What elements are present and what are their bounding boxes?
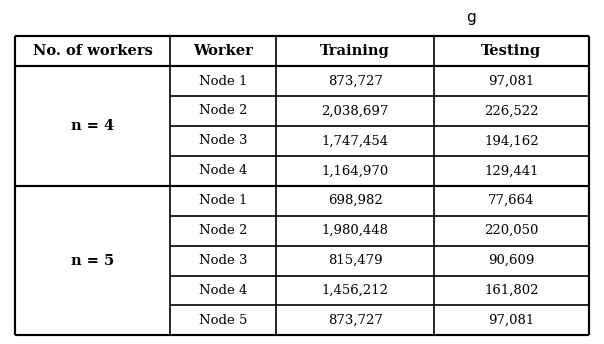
Text: Node 1: Node 1 (199, 194, 247, 207)
Text: 1,456,212: 1,456,212 (321, 284, 388, 297)
Text: Node 3: Node 3 (199, 135, 248, 147)
Text: 220,050: 220,050 (484, 224, 539, 237)
Text: 90,609: 90,609 (488, 254, 535, 267)
Text: Node 2: Node 2 (199, 224, 247, 237)
Text: 873,727: 873,727 (327, 314, 382, 327)
Text: Worker: Worker (193, 44, 253, 58)
Text: n = 5: n = 5 (71, 254, 114, 268)
Text: 873,727: 873,727 (327, 75, 382, 87)
Text: Node 4: Node 4 (199, 164, 247, 177)
Text: Node 3: Node 3 (199, 254, 248, 267)
Text: 97,081: 97,081 (488, 75, 535, 87)
Text: 77,664: 77,664 (488, 194, 535, 207)
Text: 129,441: 129,441 (484, 164, 539, 177)
Text: 194,162: 194,162 (484, 135, 539, 147)
Text: Node 5: Node 5 (199, 314, 247, 327)
Text: 161,802: 161,802 (484, 284, 539, 297)
Text: Training: Training (320, 44, 390, 58)
Text: g: g (466, 10, 476, 25)
Text: 1,164,970: 1,164,970 (321, 164, 389, 177)
Text: Node 2: Node 2 (199, 105, 247, 117)
Text: 2,038,697: 2,038,697 (321, 105, 389, 117)
Text: 1,747,454: 1,747,454 (321, 135, 388, 147)
Text: 1,980,448: 1,980,448 (321, 224, 388, 237)
Text: 698,982: 698,982 (328, 194, 382, 207)
Text: Testing: Testing (481, 44, 542, 58)
Text: 815,479: 815,479 (328, 254, 382, 267)
Text: n = 4: n = 4 (71, 119, 114, 133)
Text: 97,081: 97,081 (488, 314, 535, 327)
Text: Node 1: Node 1 (199, 75, 247, 87)
Text: No. of workers: No. of workers (33, 44, 152, 58)
Text: Node 4: Node 4 (199, 284, 247, 297)
Text: 226,522: 226,522 (484, 105, 539, 117)
